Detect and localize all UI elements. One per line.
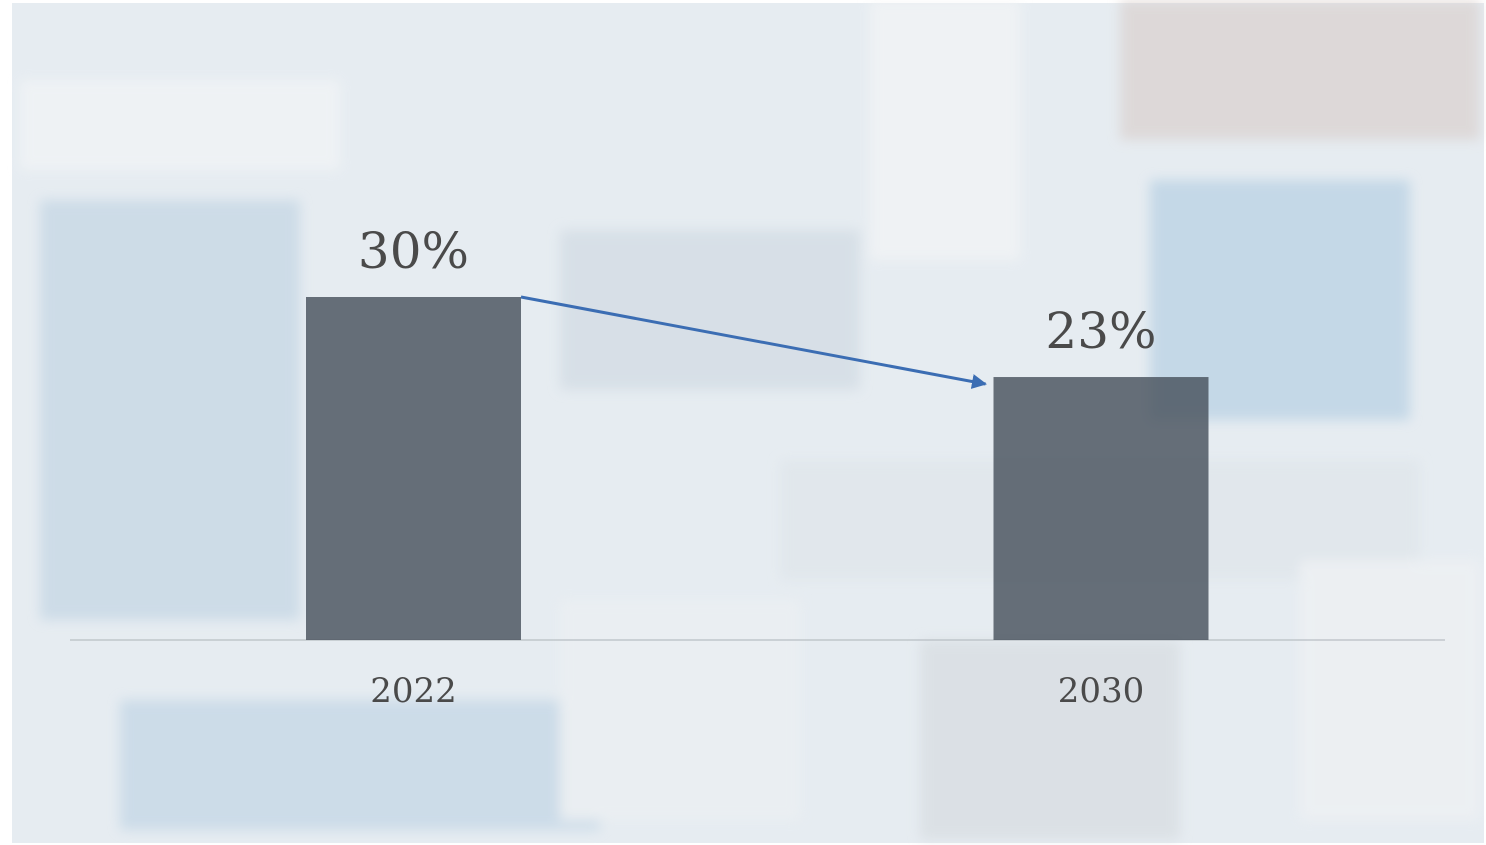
- bar: [306, 297, 521, 640]
- bar: [993, 377, 1209, 640]
- value-label: 23%: [1045, 302, 1156, 360]
- value-label: 30%: [358, 222, 469, 280]
- x-tick-label: 2022: [370, 671, 457, 711]
- background-photo: [12, 0, 1484, 843]
- trend-arrow: [520, 295, 987, 389]
- x-tick-label: 2030: [1058, 671, 1145, 711]
